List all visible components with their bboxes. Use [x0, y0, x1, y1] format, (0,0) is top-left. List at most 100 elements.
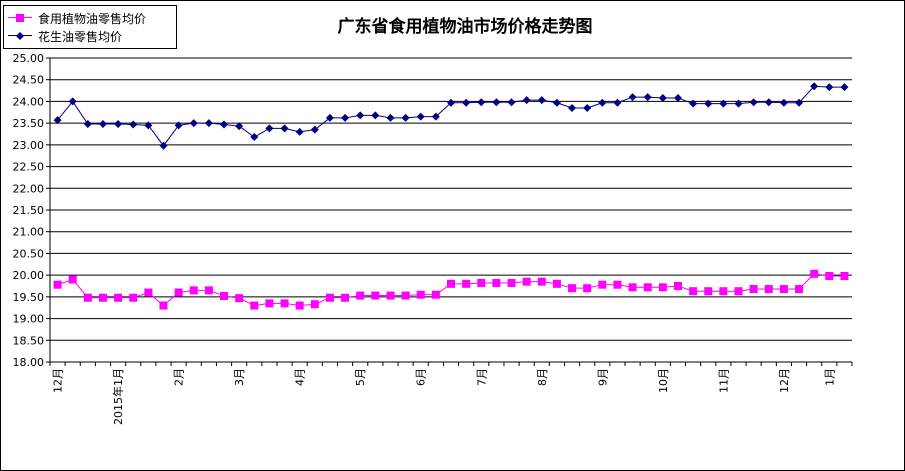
data-point-peanut-oil: [250, 133, 259, 142]
data-point-edible-oil: [98, 293, 107, 302]
data-point-peanut-oil: [114, 120, 123, 129]
data-point-edible-oil: [643, 283, 652, 292]
data-point-peanut-oil: [643, 93, 652, 102]
data-point-edible-oil: [764, 285, 773, 294]
y-tick-label: 22.50: [13, 161, 45, 174]
data-point-edible-oil: [265, 299, 274, 308]
data-point-peanut-oil: [704, 99, 713, 108]
data-point-edible-oil: [568, 284, 577, 293]
data-point-edible-oil: [537, 277, 546, 286]
data-point-edible-oil: [174, 288, 183, 297]
data-point-edible-oil: [447, 279, 455, 288]
data-point-peanut-oil: [598, 98, 607, 107]
data-point-edible-oil: [114, 293, 123, 302]
x-tick-label: 3月: [233, 368, 246, 386]
legend-label-peanut-oil: 花生油零售均价: [38, 29, 123, 44]
data-point-peanut-oil: [356, 111, 365, 120]
x-tick-label: 2015年1月: [111, 368, 125, 425]
data-point-peanut-oil: [462, 98, 471, 107]
y-tick-label: 19.00: [13, 313, 45, 326]
data-point-peanut-oil: [447, 98, 455, 107]
data-point-edible-oil: [250, 301, 259, 310]
data-point-edible-oil: [341, 293, 350, 302]
y-tick-label: 23.00: [13, 139, 45, 152]
data-point-edible-oil: [840, 272, 849, 281]
chart-title: 广东省食用植物油市场价格走势图: [337, 17, 593, 37]
data-point-edible-oil: [356, 291, 365, 300]
data-point-peanut-oil: [371, 111, 380, 120]
data-point-peanut-oil: [265, 124, 274, 133]
data-point-peanut-oil: [477, 98, 486, 107]
data-point-peanut-oil: [53, 116, 62, 125]
data-point-edible-oil: [507, 278, 516, 287]
data-point-edible-oil: [492, 278, 501, 287]
data-point-edible-oil: [598, 280, 607, 289]
data-point-peanut-oil: [795, 98, 804, 107]
data-point-edible-oil: [386, 291, 395, 300]
data-point-peanut-oil: [673, 93, 682, 102]
data-point-peanut-oil: [825, 83, 834, 92]
x-tick-label: 6月: [415, 368, 428, 386]
data-point-peanut-oil: [658, 93, 667, 102]
data-point-edible-oil: [280, 299, 289, 308]
data-point-edible-oil: [689, 287, 698, 296]
y-tick-label: 20.50: [13, 247, 45, 260]
legend-swatch-square-marker: [8, 11, 32, 25]
y-tick-label: 18.50: [13, 334, 45, 347]
y-tick-label: 23.50: [13, 117, 45, 130]
data-point-peanut-oil: [386, 113, 395, 122]
data-point-edible-oil: [734, 287, 743, 296]
data-point-peanut-oil: [537, 96, 546, 105]
data-point-edible-oil: [220, 291, 229, 300]
data-point-peanut-oil: [568, 103, 577, 112]
legend-item-peanut-oil: 花生油零售均价: [8, 28, 122, 44]
y-tick-label: 19.50: [13, 291, 45, 304]
data-point-peanut-oil: [764, 98, 773, 107]
x-tick-label: 12月: [52, 368, 65, 393]
data-point-peanut-oil: [68, 97, 77, 106]
data-point-peanut-oil: [310, 125, 319, 134]
data-point-edible-oil: [552, 279, 561, 288]
data-point-edible-oil: [371, 291, 380, 300]
y-tick-label: 24.50: [13, 74, 45, 87]
data-point-peanut-oil: [522, 96, 531, 105]
data-point-peanut-oil: [189, 119, 198, 128]
data-point-peanut-oil: [719, 99, 728, 108]
data-point-peanut-oil: [552, 98, 561, 107]
series-line-peanut-oil: [57, 85, 845, 147]
data-point-peanut-oil: [144, 121, 153, 130]
data-point-edible-oil: [749, 285, 758, 294]
data-point-peanut-oil: [235, 122, 244, 131]
data-point-edible-oil: [673, 282, 682, 290]
data-point-edible-oil: [144, 288, 153, 297]
data-point-edible-oil: [83, 293, 92, 302]
data-point-peanut-oil: [280, 124, 289, 133]
data-point-edible-oil: [310, 300, 319, 309]
y-tick-label: 24.00: [13, 95, 45, 108]
data-point-peanut-oil: [810, 82, 819, 91]
y-tick-label: 21.50: [13, 204, 45, 217]
data-point-edible-oil: [522, 277, 531, 286]
data-point-edible-oil: [583, 284, 592, 293]
data-point-edible-oil: [795, 285, 804, 294]
y-tick-label: 22.00: [13, 182, 45, 195]
data-point-peanut-oil: [129, 120, 138, 129]
x-tick-label: 10月: [657, 368, 670, 393]
data-point-peanut-oil: [628, 93, 637, 102]
data-point-edible-oil: [189, 286, 198, 295]
x-tick-label: 2月: [173, 368, 186, 386]
data-point-peanut-oil: [507, 98, 516, 107]
data-point-peanut-oil: [613, 98, 622, 107]
data-point-peanut-oil: [779, 98, 788, 107]
data-point-edible-oil: [401, 291, 410, 300]
data-point-peanut-oil: [416, 112, 425, 121]
data-point-edible-oil: [462, 279, 471, 288]
x-tick-label: 7月: [475, 368, 488, 386]
data-point-peanut-oil: [689, 99, 698, 108]
data-point-edible-oil: [628, 283, 637, 292]
data-point-peanut-oil: [401, 113, 410, 122]
data-point-peanut-oil: [341, 113, 350, 122]
chart-legend: 食用植物油零售均价 花生油零售均价: [3, 5, 177, 49]
data-point-peanut-oil: [174, 121, 183, 130]
